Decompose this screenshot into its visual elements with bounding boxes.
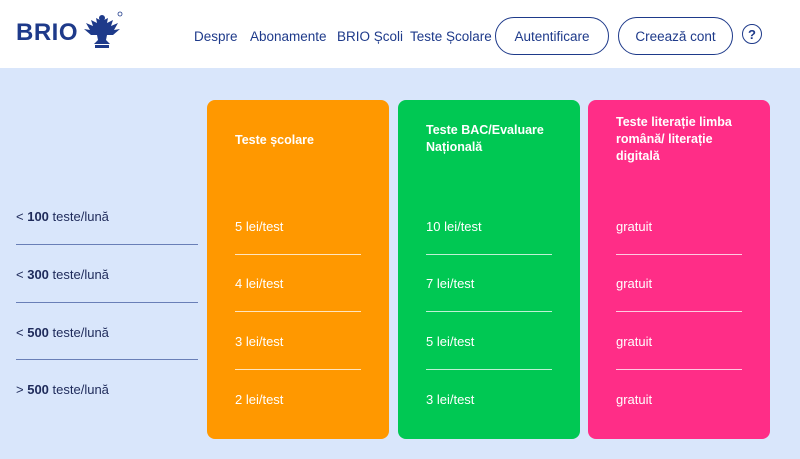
nav-teste-scolare[interactable]: Teste Școlare	[410, 29, 492, 44]
tier-divider	[16, 359, 198, 360]
price-divider	[426, 311, 552, 312]
nav-abonamente[interactable]: Abonamente	[250, 29, 327, 44]
logo-text: BRIO	[16, 19, 78, 46]
price-divider	[616, 369, 742, 370]
price-divider	[235, 369, 361, 370]
price-value: gratuit	[616, 276, 653, 291]
register-button[interactable]: Creează cont	[618, 17, 733, 55]
price-value: 4 lei/test	[235, 276, 284, 291]
card-title: Teste școlare	[235, 133, 314, 147]
price-value: gratuit	[616, 219, 653, 234]
site-header: BRIO Despre Abonamente BRIO Școli Teste …	[0, 0, 800, 68]
price-divider	[426, 369, 552, 370]
nav-despre[interactable]: Despre	[194, 29, 238, 44]
price-divider	[235, 254, 361, 255]
nav-brio-scoli[interactable]: BRIO Școli	[337, 29, 404, 44]
tier-divider	[16, 302, 198, 303]
card-title: Teste BAC/Evaluare Națională	[426, 123, 544, 154]
pricing-card-literatie: Teste literație limba română/ literație …	[588, 100, 770, 439]
price-divider	[235, 311, 361, 312]
price-value: 3 lei/test	[426, 392, 475, 407]
question-icon[interactable]: ?	[742, 24, 762, 44]
price-value: gratuit	[616, 334, 653, 349]
tier-divider	[16, 244, 198, 245]
price-divider	[616, 254, 742, 255]
price-value: 5 lei/test	[426, 334, 475, 349]
price-value: 3 lei/test	[235, 334, 284, 349]
tier-label: < 100 teste/lună	[16, 209, 109, 224]
price-divider	[616, 311, 742, 312]
tier-label: < 300 teste/lună	[16, 267, 109, 282]
eagle-icon	[84, 11, 123, 48]
price-value: 10 lei/test	[426, 219, 482, 234]
brio-logo[interactable]: BRIO	[16, 11, 124, 50]
price-value: 2 lei/test	[235, 392, 284, 407]
pricing-card-teste-scolare: Teste școlare 5 lei/test 4 lei/test 3 le…	[207, 100, 389, 439]
price-divider	[426, 254, 552, 255]
tier-label: > 500 teste/lună	[16, 382, 109, 397]
price-value: 7 lei/test	[426, 276, 475, 291]
price-value: gratuit	[616, 392, 653, 407]
card-title: Teste literație limba română/ literație …	[616, 115, 732, 163]
tier-label: < 500 teste/lună	[16, 325, 109, 340]
login-button[interactable]: Autentificare	[495, 17, 609, 55]
price-value: 5 lei/test	[235, 219, 284, 234]
pricing-card-bac-evaluare: Teste BAC/Evaluare Națională 10 lei/test…	[398, 100, 580, 439]
